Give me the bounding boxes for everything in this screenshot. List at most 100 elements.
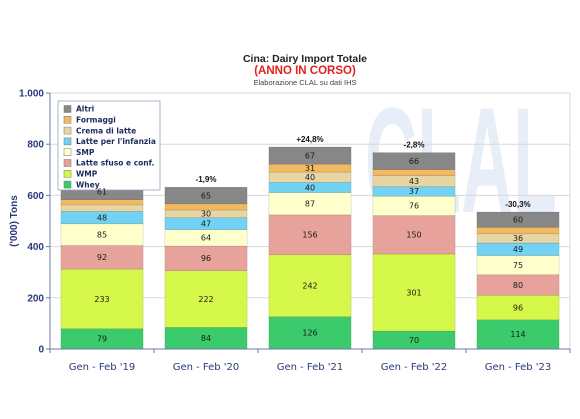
chart-subtitle: (ANNO IN CORSO) xyxy=(254,65,356,77)
data-label-latte-sfuso-e-conf: 150 xyxy=(406,231,421,240)
legend-swatch xyxy=(63,116,72,124)
bar-segment-latte-sfuso-e-conf xyxy=(164,245,248,271)
y-tick-label: 200 xyxy=(27,293,44,304)
bar-segment-whey xyxy=(476,319,560,350)
bar-segment-altri xyxy=(164,186,248,205)
data-label-smp: 76 xyxy=(409,202,419,211)
data-label-latte-per-l-infanzia: 37 xyxy=(409,187,419,196)
legend-label: SMP xyxy=(76,148,95,157)
y-tick-label: 600 xyxy=(27,191,44,202)
legend-swatch xyxy=(63,126,72,135)
data-label-crema-di-latte: 30 xyxy=(201,210,211,219)
chart-title: Cina: Dairy Import Totale xyxy=(243,53,367,65)
data-label-wmp: 233 xyxy=(94,295,109,304)
x-tick-label: Gen - Feb '20 xyxy=(173,362,240,373)
x-tick-label: Gen - Feb '22 xyxy=(381,362,448,373)
legend-label: WMP xyxy=(76,170,98,179)
bar-segment-whey xyxy=(268,316,352,350)
data-label-whey: 114 xyxy=(510,330,525,339)
data-label-latte-sfuso-e-conf: 156 xyxy=(302,231,317,240)
bar-segment-altri xyxy=(476,211,560,228)
legend-swatch xyxy=(63,180,72,189)
data-label-wmp: 242 xyxy=(302,282,317,291)
data-label-latte-per-l-infanzia: 40 xyxy=(305,183,315,192)
data-label-altri: 61 xyxy=(97,188,107,197)
x-tick-label: Gen - Feb '23 xyxy=(485,362,552,373)
bar-segment-crema-di-latte xyxy=(60,204,144,212)
data-label-smp: 85 xyxy=(97,230,107,239)
legend-item-formaggi: Formaggi xyxy=(63,116,116,125)
bar-segment-wmp xyxy=(164,270,248,328)
legend-swatch xyxy=(63,148,72,156)
data-label-latte-sfuso-e-conf: 92 xyxy=(97,253,107,262)
axes: 0 200 400 600 800 1.000 Gen - Feb '19 Gen - Feb… xyxy=(19,89,571,373)
legend-label: Whey xyxy=(76,180,100,189)
data-label-wmp: 222 xyxy=(198,295,213,304)
legend-item-wmp: WMP xyxy=(63,170,98,179)
bar-segment-formaggi xyxy=(60,199,144,206)
legend-item-latte-per-l-infanzia: Latte per l'infanzia xyxy=(63,137,156,146)
legend-swatch xyxy=(63,170,72,178)
legend-item-whey: Whey xyxy=(63,180,100,189)
legend-label: Crema di latte xyxy=(76,126,136,135)
y-tick-label: 800 xyxy=(27,140,44,151)
bar-segment-wmp xyxy=(268,254,352,317)
bar-segment-wmp xyxy=(372,253,456,332)
data-label-altri: 60 xyxy=(513,216,523,225)
data-label-formaggi: 31 xyxy=(305,164,315,173)
x-tick-label: Gen - Feb '21 xyxy=(277,362,344,373)
data-label-latte-per-l-infanzia: 49 xyxy=(513,245,523,254)
bar-segment-formaggi xyxy=(164,203,248,211)
data-label-smp: 75 xyxy=(513,261,523,270)
data-label-crema-di-latte: 40 xyxy=(305,173,315,182)
legend-label: Formaggi xyxy=(76,116,116,125)
data-label-latte-per-l-infanzia: 48 xyxy=(97,213,107,222)
legend-swatch xyxy=(63,137,72,146)
legend-item-smp: SMP xyxy=(63,148,95,157)
bar-segment-altri xyxy=(268,146,352,165)
change-label: -1,9% xyxy=(196,175,217,184)
legend-label: Latte sfuso e conf. xyxy=(76,159,154,168)
legend-item-latte-sfuso-e-conf: Latte sfuso e conf. xyxy=(63,159,154,168)
data-label-smp: 64 xyxy=(201,234,211,243)
bar-segment-wmp xyxy=(60,268,144,330)
data-label-latte-sfuso-e-conf: 96 xyxy=(201,254,211,263)
bar-segment-formaggi xyxy=(372,169,456,176)
legend-item-altri: Altri xyxy=(63,105,94,114)
bars xyxy=(60,146,560,350)
data-label-smp: 87 xyxy=(305,200,315,209)
data-label-whey: 79 xyxy=(97,335,107,344)
change-label: -30,3% xyxy=(505,200,530,209)
change-label: +24,8% xyxy=(296,135,323,144)
data-label-crema-di-latte: 43 xyxy=(409,177,419,186)
source-note: Elaborazione CLAL su dati IHS xyxy=(253,78,356,87)
data-label-crema-di-latte: 36 xyxy=(513,234,523,243)
y-tick-label: 1.000 xyxy=(19,89,44,100)
data-label-altri: 66 xyxy=(409,157,419,166)
data-label-altri: 67 xyxy=(305,151,315,160)
legend-label: Latte per l'infanzia xyxy=(76,137,156,146)
data-label-whey: 84 xyxy=(201,334,211,343)
x-tick-label: Gen - Feb '19 xyxy=(69,362,136,373)
data-label-altri: 65 xyxy=(201,191,211,200)
legend-box xyxy=(57,100,161,191)
data-label-whey: 126 xyxy=(302,329,317,338)
data-label-wmp: 96 xyxy=(513,303,523,312)
legend-swatch xyxy=(63,159,72,167)
data-label-whey: 70 xyxy=(409,336,419,345)
data-label-wmp: 301 xyxy=(406,288,421,297)
bar-segment-wmp xyxy=(476,294,560,321)
bar-segment-latte-sfuso-e-conf xyxy=(60,245,144,270)
y-axis-title: ('000) Tons xyxy=(9,195,20,247)
data-label-latte-per-l-infanzia: 47 xyxy=(201,219,211,228)
legend-item-crema-di-latte: Crema di latte xyxy=(63,126,136,135)
legend-swatch xyxy=(63,105,72,113)
bar-segment-altri xyxy=(372,152,456,170)
data-label-latte-sfuso-e-conf: 80 xyxy=(513,281,523,290)
bar-segment-formaggi xyxy=(476,227,560,235)
legend-label: Altri xyxy=(76,105,94,114)
bar-segment-latte-sfuso-e-conf xyxy=(372,215,456,255)
